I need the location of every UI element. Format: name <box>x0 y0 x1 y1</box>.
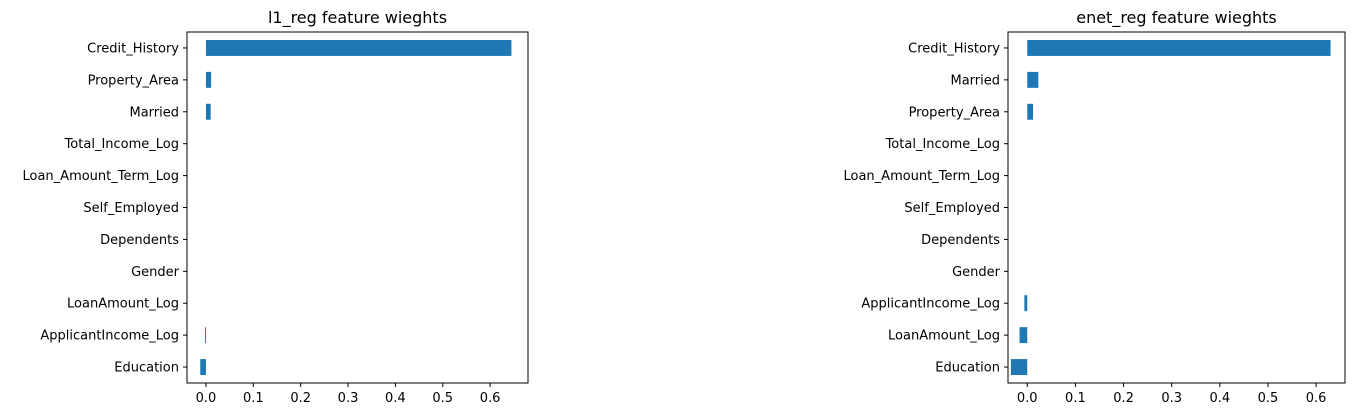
x-tick-label: 0.5 <box>432 391 453 406</box>
y-tick-label: LoanAmount_Log <box>67 297 179 312</box>
bar <box>1027 39 1331 56</box>
y-tick-label: ApplicantIncome_Log <box>40 329 179 344</box>
y-tick-label: Property_Area <box>909 105 1000 120</box>
chart-title: l1_reg feature wieghts <box>268 8 447 28</box>
y-tick-label: Married <box>129 105 179 120</box>
y-tick-label: Credit_History <box>87 41 179 56</box>
x-tick-label: 0.2 <box>1113 391 1134 406</box>
bar <box>1027 103 1034 120</box>
x-tick-label: 0.6 <box>480 391 501 406</box>
y-tick-label: Married <box>950 73 1000 88</box>
y-tick-label: Dependents <box>921 233 1000 248</box>
chart-panel-1: l1_reg feature wieghts Credit_History Prop… <box>23 8 529 406</box>
y-tick-label: Loan_Amount_Term_Log <box>23 169 180 184</box>
x-tick-label: 0.3 <box>338 391 359 406</box>
bar <box>205 71 212 88</box>
bar <box>205 39 512 56</box>
y-tick-label: Self_Employed <box>904 201 1000 216</box>
y-tick-label: Total_Income_Log <box>885 137 1000 152</box>
y-tick-label: Gender <box>952 265 1001 280</box>
x-tick-label: 0.2 <box>290 391 311 406</box>
x-tick-label: 0.3 <box>1161 391 1182 406</box>
chart-panel-2: enet_reg feature wieghts Credit_History Ma… <box>844 8 1346 406</box>
x-tick-label: 0.6 <box>1306 391 1327 406</box>
y-tick-label: Loan_Amount_Term_Log <box>844 169 1001 184</box>
y-tick-label: LoanAmount_Log <box>888 329 1000 344</box>
bar <box>205 103 211 120</box>
x-tick-label: 0.4 <box>385 391 406 406</box>
bar <box>1019 327 1028 344</box>
x-tick-label: 0.1 <box>1065 391 1086 406</box>
y-tick-label: Total_Income_Log <box>64 137 179 152</box>
bar <box>1010 359 1028 376</box>
x-tick-label: 0.0 <box>196 391 217 406</box>
chart-title: enet_reg feature wieghts <box>1076 8 1277 28</box>
plot-frame <box>186 31 529 384</box>
y-tick-label: ApplicantIncome_Log <box>861 297 1000 312</box>
x-tick-label: 0.5 <box>1258 391 1279 406</box>
plot-frame <box>1007 31 1346 384</box>
bar <box>200 359 206 376</box>
bar <box>204 327 206 344</box>
bar <box>1024 295 1028 312</box>
y-tick-label: Education <box>114 361 179 376</box>
x-tick-label: 0.4 <box>1209 391 1230 406</box>
y-tick-label: Credit_History <box>908 41 1000 56</box>
y-tick-label: Gender <box>131 265 180 280</box>
bar <box>1027 71 1039 88</box>
x-tick-label: 0.0 <box>1017 391 1038 406</box>
y-tick-label: Property_Area <box>88 73 179 88</box>
y-tick-label: Dependents <box>100 233 179 248</box>
y-tick-label: Education <box>935 361 1000 376</box>
x-tick-label: 0.1 <box>243 391 264 406</box>
y-tick-label: Self_Employed <box>83 201 179 216</box>
